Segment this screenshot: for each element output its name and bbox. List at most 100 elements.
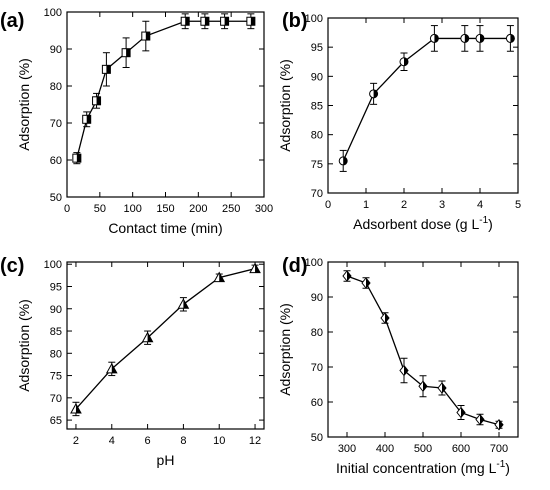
y-tick-label: 75	[311, 159, 323, 171]
x-tick-label: 3	[439, 199, 445, 211]
x-tick-label: 700	[490, 443, 508, 455]
data-point	[494, 418, 504, 431]
data-point	[141, 31, 151, 41]
x-tick-label: 6	[145, 435, 151, 447]
y-tick-label: 70	[50, 118, 62, 130]
x-axis-label: Adsorbent dose (g L-1)	[353, 215, 493, 232]
marker-fill	[147, 332, 153, 342]
x-axis-label-main: Adsorbent dose (g L	[353, 216, 479, 232]
chart-panel-1: (a)0 50 100 150 200 250 3005060708090100Contac…	[0, 7, 273, 236]
x-axis-label: Contact time (min)	[108, 220, 222, 236]
y-tick-label: 70	[50, 393, 62, 405]
data-point	[399, 57, 409, 67]
data-point	[177, 298, 190, 309]
x-tick-label: 0	[325, 199, 331, 211]
x-tick-label: 2	[73, 435, 79, 447]
data-point	[342, 270, 352, 282]
series-line	[342, 37, 511, 162]
x-tick-label: 4	[109, 435, 115, 447]
marker-fill	[255, 263, 261, 273]
y-tick-label: 80	[311, 327, 323, 339]
x-tick-label: 200	[189, 203, 207, 215]
marker-fill	[96, 96, 101, 105]
marker-fill	[343, 156, 348, 165]
chart-panel-2: (b) 0 1 2 3 4 5 70 75 80 85 90 95 100 Adsorbent dose (…	[277, 10, 521, 232]
y-tick-label: 85	[311, 101, 323, 113]
data-point	[200, 16, 210, 26]
marker-fill	[404, 57, 408, 66]
marker-fill	[126, 48, 131, 57]
x-tick-label: 250	[222, 203, 240, 215]
x-tick-label: 300	[338, 443, 356, 455]
y-tick-label: 60	[50, 155, 62, 167]
y-tick-label: 100	[305, 257, 323, 269]
marker-fill	[111, 363, 117, 373]
y-tick-label: 95	[311, 42, 323, 54]
panel-label: (a)	[0, 10, 24, 32]
plot-frame	[66, 261, 265, 430]
marker-fill	[385, 313, 389, 323]
y-tick-label: 100	[44, 259, 62, 271]
y-axis-label: Adsorption (%)	[277, 59, 293, 152]
data-point	[338, 156, 348, 166]
marker-fill	[204, 17, 209, 26]
y-axis-label: Adsorption (%)	[16, 58, 32, 151]
y-tick-label: 75	[50, 371, 62, 383]
chart-panel-3: (c) 2 4 6 8 10 12 65 70 75 80 85 90 95 100 pH Adsorption…	[0, 255, 265, 468]
marker-fill	[75, 403, 81, 413]
y-tick-label: 90	[311, 292, 323, 304]
marker-fill	[219, 272, 225, 282]
x-tick-label: 150	[156, 203, 174, 215]
x-axis-label-superscript: -1	[496, 459, 505, 470]
y-tick-label: 80	[311, 130, 323, 142]
x-axis-label-suffix: )	[505, 460, 510, 476]
y-tick-label: 100	[44, 7, 62, 19]
y-tick-label: 60	[311, 397, 323, 409]
data-point	[361, 277, 371, 289]
chart-panel-4: (d) 300 400 500 600 700 50 60 70 80 90 100 Initial c…	[277, 255, 519, 476]
x-axis-label-main: Initial concentration (mg L	[336, 460, 497, 476]
marker-fill	[183, 299, 189, 309]
data-point	[105, 362, 118, 374]
y-tick-label: 70	[311, 188, 323, 200]
marker-fill	[404, 365, 408, 376]
data-point	[475, 413, 485, 426]
marker-fill	[480, 414, 484, 425]
y-tick-label: 80	[50, 348, 62, 360]
x-tick-label: 300	[255, 203, 273, 215]
data-point	[82, 114, 92, 124]
marker-fill	[366, 278, 370, 288]
x-axis-label-suffix: )	[488, 216, 493, 232]
marker-fill	[86, 115, 91, 124]
x-tick-label: 400	[376, 443, 394, 455]
x-tick-label: 0	[64, 203, 70, 215]
series-line	[75, 268, 256, 410]
panel-label: (c)	[0, 255, 24, 277]
marker-fill	[347, 271, 351, 281]
marker-fill	[250, 17, 255, 26]
data-point	[72, 153, 82, 163]
data-point	[249, 262, 261, 274]
x-tick-label: 50	[94, 203, 106, 215]
data-point	[220, 16, 230, 26]
x-axis-label: Initial concentration (mg L-1)	[336, 459, 510, 476]
data-point	[399, 364, 409, 377]
x-axis-label-main: Contact time (min)	[108, 220, 222, 236]
x-axis-label-superscript: -1	[479, 215, 488, 226]
y-tick-label: 65	[50, 415, 62, 427]
data-point	[101, 64, 111, 74]
panel-label: (d)	[282, 255, 308, 277]
marker-fill	[185, 17, 190, 26]
x-tick-label: 4	[477, 199, 483, 211]
y-tick-label: 90	[50, 304, 62, 316]
marker-fill	[461, 407, 465, 418]
data-point	[505, 33, 515, 43]
marker-fill	[434, 34, 439, 43]
data-point	[92, 96, 102, 106]
marker-fill	[480, 34, 484, 43]
y-tick-label: 80	[50, 81, 62, 93]
x-tick-label: 8	[180, 435, 186, 447]
plot-frame	[327, 17, 519, 194]
marker-fill	[423, 381, 427, 392]
x-tick-label: 1	[363, 199, 369, 211]
